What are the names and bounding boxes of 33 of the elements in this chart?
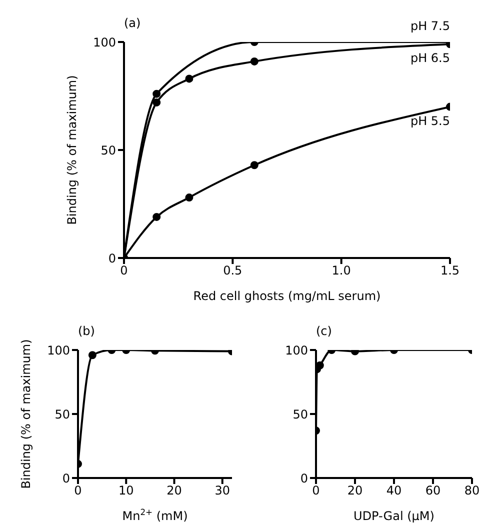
chart-title: (c) <box>316 324 332 338</box>
y-tick-label: 100 <box>285 343 308 358</box>
y-tick-label: 0 <box>300 471 308 486</box>
y-tick-label: 0 <box>62 471 70 486</box>
x-tick-label: 10 <box>118 484 134 498</box>
x-tick-label: 0 <box>312 484 320 498</box>
y-tick-label: 100 <box>93 35 116 50</box>
x-tick-label: 60 <box>425 484 441 498</box>
x-tick-label: 20 <box>347 484 363 498</box>
chart-title: (a) <box>124 16 141 30</box>
y-axis-title: Binding (% of maximum) <box>19 339 33 489</box>
x-tick-label: 30 <box>214 484 230 498</box>
x-tick-label: 1.0 <box>332 264 351 278</box>
x-tick-label: 1.5 <box>440 264 460 278</box>
chart-title: (b) <box>78 324 95 338</box>
y-tick-label: 50 <box>100 143 116 158</box>
x-tick-label: 0 <box>74 484 82 498</box>
y-axis-title: Binding (% of maximum) <box>65 75 79 225</box>
x-tick-label: 0.5 <box>223 264 242 278</box>
x-tick-label: 20 <box>166 484 182 498</box>
series-label: pH 6.5 <box>410 51 450 66</box>
y-tick-label: 50 <box>54 407 70 422</box>
series-label: pH 5.5 <box>410 114 450 128</box>
x-axis-title: Red cell ghosts (mg/mL serum) <box>193 289 381 303</box>
y-tick-label: 100 <box>47 343 70 358</box>
x-tick-label: 0 <box>120 264 128 278</box>
x-tick-label: 40 <box>386 484 402 498</box>
x-tick-label: 80 <box>464 484 480 498</box>
x-axis-title: Mn$^{2+}$ (mM) <box>122 507 188 523</box>
series-label: pH 7.5 <box>410 19 450 33</box>
y-tick-label: 50 <box>292 407 308 422</box>
x-axis-title: UDP-Gal (μM) <box>354 509 434 523</box>
y-tick-label: 0 <box>108 251 116 266</box>
